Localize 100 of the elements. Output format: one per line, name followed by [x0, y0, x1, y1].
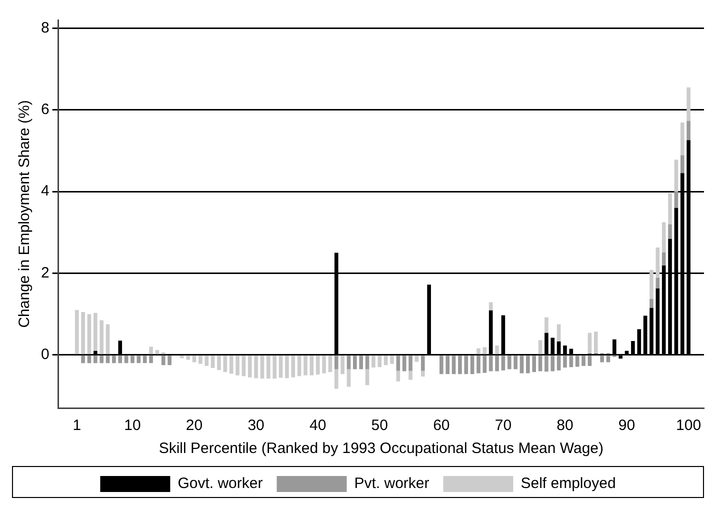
- bar: [656, 278, 660, 288]
- bar: [304, 356, 308, 376]
- bar: [81, 312, 85, 354]
- bar: [340, 356, 344, 374]
- bar: [372, 356, 376, 368]
- x-tick-label: 40: [309, 417, 326, 434]
- bar: [365, 356, 370, 370]
- bar: [482, 347, 487, 354]
- bar: [476, 348, 480, 354]
- bar: [495, 346, 499, 354]
- y-axis-title: Change in Employment Share (%): [16, 100, 34, 328]
- bar: [100, 320, 104, 354]
- x-tick-label: 50: [371, 417, 388, 434]
- y-tick-label: 8: [41, 19, 50, 36]
- bar: [118, 356, 122, 364]
- bar: [100, 356, 104, 364]
- bar: [266, 356, 270, 379]
- bar: [544, 317, 548, 333]
- bar: [94, 356, 98, 364]
- bar: [278, 356, 283, 378]
- bar: [470, 356, 474, 374]
- bar: [285, 356, 289, 378]
- x-tick-label: 80: [556, 417, 574, 434]
- bar: [452, 356, 456, 374]
- bar: [130, 356, 134, 364]
- bar: [260, 356, 264, 379]
- bar: [662, 252, 666, 266]
- bar: [217, 356, 221, 370]
- bar: [291, 356, 296, 378]
- bar: [328, 356, 332, 372]
- legend-label: Govt. worker: [178, 475, 263, 492]
- bar: [588, 332, 592, 354]
- bar: [532, 356, 536, 372]
- bar: [526, 356, 530, 374]
- bar: [204, 356, 209, 366]
- bar: [556, 324, 561, 342]
- bar: [674, 192, 678, 208]
- bar: [538, 340, 542, 354]
- bar: [538, 356, 542, 372]
- bar: [316, 356, 320, 375]
- bar: [550, 356, 555, 372]
- bar: [254, 356, 258, 378]
- bar: [656, 247, 660, 278]
- bar: [346, 356, 351, 370]
- bar: [192, 356, 196, 362]
- bar: [686, 87, 690, 121]
- y-tick-label: 2: [41, 264, 50, 282]
- bar: [488, 302, 493, 310]
- bar: [149, 346, 153, 354]
- bar: [544, 356, 548, 372]
- bar: [346, 369, 351, 387]
- bar: [563, 356, 567, 368]
- bar: [236, 356, 240, 376]
- bar: [556, 356, 561, 370]
- bar: [124, 356, 128, 364]
- bar: [390, 356, 394, 364]
- bar: [464, 356, 468, 374]
- bar: [686, 120, 690, 140]
- x-tick-label: 60: [433, 417, 450, 434]
- bar: [161, 356, 166, 366]
- bar: [87, 314, 92, 354]
- bar: [594, 332, 598, 354]
- bar: [106, 356, 110, 364]
- bar: [384, 356, 388, 366]
- x-tick-label: 30: [248, 417, 264, 434]
- bar: [575, 356, 580, 367]
- x-tick-label: 90: [618, 417, 636, 434]
- bar: [680, 155, 684, 174]
- legend-label: Self employed: [520, 475, 616, 492]
- bar: [495, 356, 499, 372]
- bar: [198, 356, 202, 364]
- bar: [662, 222, 666, 252]
- bar: [402, 356, 406, 372]
- bar: [446, 356, 450, 374]
- bar: [396, 370, 400, 382]
- bar: [396, 356, 400, 371]
- x-tick-label: 10: [124, 417, 141, 434]
- y-tick-label: 4: [41, 182, 50, 200]
- bar: [180, 356, 184, 358]
- x-tick-label: 20: [186, 417, 203, 434]
- bar: [588, 356, 592, 366]
- bar: [229, 356, 234, 374]
- bar: [507, 356, 512, 370]
- bar: [582, 356, 586, 366]
- bar: [650, 298, 654, 308]
- bar: [476, 356, 480, 374]
- bar: [650, 270, 654, 299]
- bar: [112, 356, 116, 364]
- y-tick-label: 6: [41, 100, 50, 118]
- bar: [186, 356, 190, 360]
- bar: [297, 356, 302, 376]
- bar: [414, 356, 419, 362]
- bar: [482, 356, 487, 373]
- bar: [223, 356, 228, 372]
- y-tick-label: 0: [41, 346, 50, 364]
- bar: [520, 356, 524, 374]
- bar: [168, 356, 172, 366]
- bar: [242, 356, 246, 376]
- bar: [408, 356, 412, 371]
- bar: [334, 369, 338, 389]
